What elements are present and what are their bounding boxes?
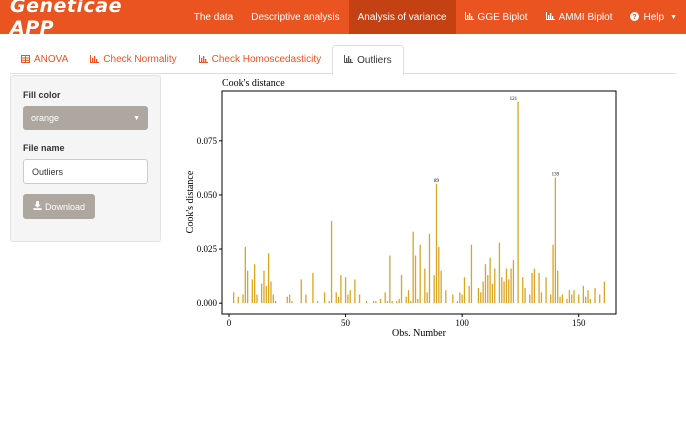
x-tick-label: 150 [572,318,586,328]
top-navbar: Geneticae APP The data Descriptive analy… [0,0,686,39]
nav-item-the-data[interactable]: The data [185,0,242,34]
y-tick-label: 0.075 [197,136,218,146]
x-tick-label: 50 [341,318,351,328]
y-tick-label: 0.050 [197,190,218,200]
cooks-distance-chart: Cook's distance 0.000 0.025 0.050 0.075 0 50… [185,78,617,339]
x-tick-label: 100 [455,318,469,328]
file-name-input[interactable]: Outliers [23,159,148,184]
x-tick-label: 0 [227,318,232,328]
table-icon [21,54,30,65]
outlier-label: 139 [552,173,560,178]
y-axis: 0.000 0.025 0.050 0.075 [197,136,222,308]
bar-chart-icon [198,54,208,65]
app-brand[interactable]: Geneticae APP [10,0,122,39]
y-tick-label: 0.025 [197,244,218,254]
outlier-labels: 89 121 139 [434,97,560,184]
x-axis: 0 50 100 150 [227,314,586,328]
chart-title: Cook's distance [222,78,285,89]
tab-label: Check Homoscedasticity [211,54,322,65]
x-axis-title: Obs. Number [392,328,447,339]
question-circle-icon: ? [630,11,640,23]
file-name-label: File name [23,143,65,153]
tab-label: Outliers [357,54,392,66]
nav-item-descriptive-analysis[interactable]: Descriptive analysis [242,0,348,34]
bar-chart-icon [90,54,100,65]
tab-check-normality[interactable]: Check Normality [79,45,187,74]
nav-item-analysis-of-variance[interactable]: Analysis of variance [348,0,456,34]
fill-color-value: orange [31,113,60,123]
nav-item-label: The data [193,11,234,23]
outlier-label: 89 [434,179,440,184]
bar-chart-icon [464,12,474,22]
y-axis-title: Cook's distance [185,170,196,233]
nav-item-ammi-biplot[interactable]: AMMI Biplot [537,0,622,34]
bars [233,101,605,304]
tab-outliers[interactable]: Outliers [332,45,404,75]
fill-color-label: Fill color [23,90,61,100]
tab-check-homoscedasticity[interactable]: Check Homoscedasticity [188,45,332,74]
nav-item-gge-biplot[interactable]: GGE Biplot [456,0,537,34]
cooks-distance-plot: Cook's distance 0.000 0.025 0.050 0.075 0 50… [178,74,628,346]
svg-text:?: ? [633,12,637,21]
file-name-value: Outliers [32,166,64,177]
fill-color-select[interactable]: orange ▼ [23,106,148,130]
nav-item-help[interactable]: ? Help ▼ [621,0,686,34]
bar-chart-icon [344,55,354,65]
plot-panel [221,90,617,315]
download-label: Download [44,201,86,212]
nav-item-label: GGE Biplot [477,11,528,23]
caret-down-icon: ▼ [670,13,677,21]
download-button[interactable]: Download [23,194,95,219]
options-panel: Fill color orange ▼ File name Outliers D… [10,75,161,242]
analysis-tabs: ANOVA Check Normality Check Homoscedasti… [10,45,676,75]
y-tick-label: 0.000 [197,298,218,308]
nav-item-label: Descriptive analysis [251,11,340,23]
tab-label: Check Normality [103,54,177,65]
tab-label: ANOVA [34,54,69,65]
nav-item-label: Help [643,11,665,23]
bar-chart-icon [545,12,555,22]
caret-down-icon: ▼ [133,114,140,122]
outlier-label: 121 [510,97,518,102]
nav-item-label: AMMI Biplot [558,11,613,23]
nav-item-label: Analysis of variance [357,11,447,23]
download-icon [33,201,42,212]
tab-anova[interactable]: ANOVA [10,45,79,74]
